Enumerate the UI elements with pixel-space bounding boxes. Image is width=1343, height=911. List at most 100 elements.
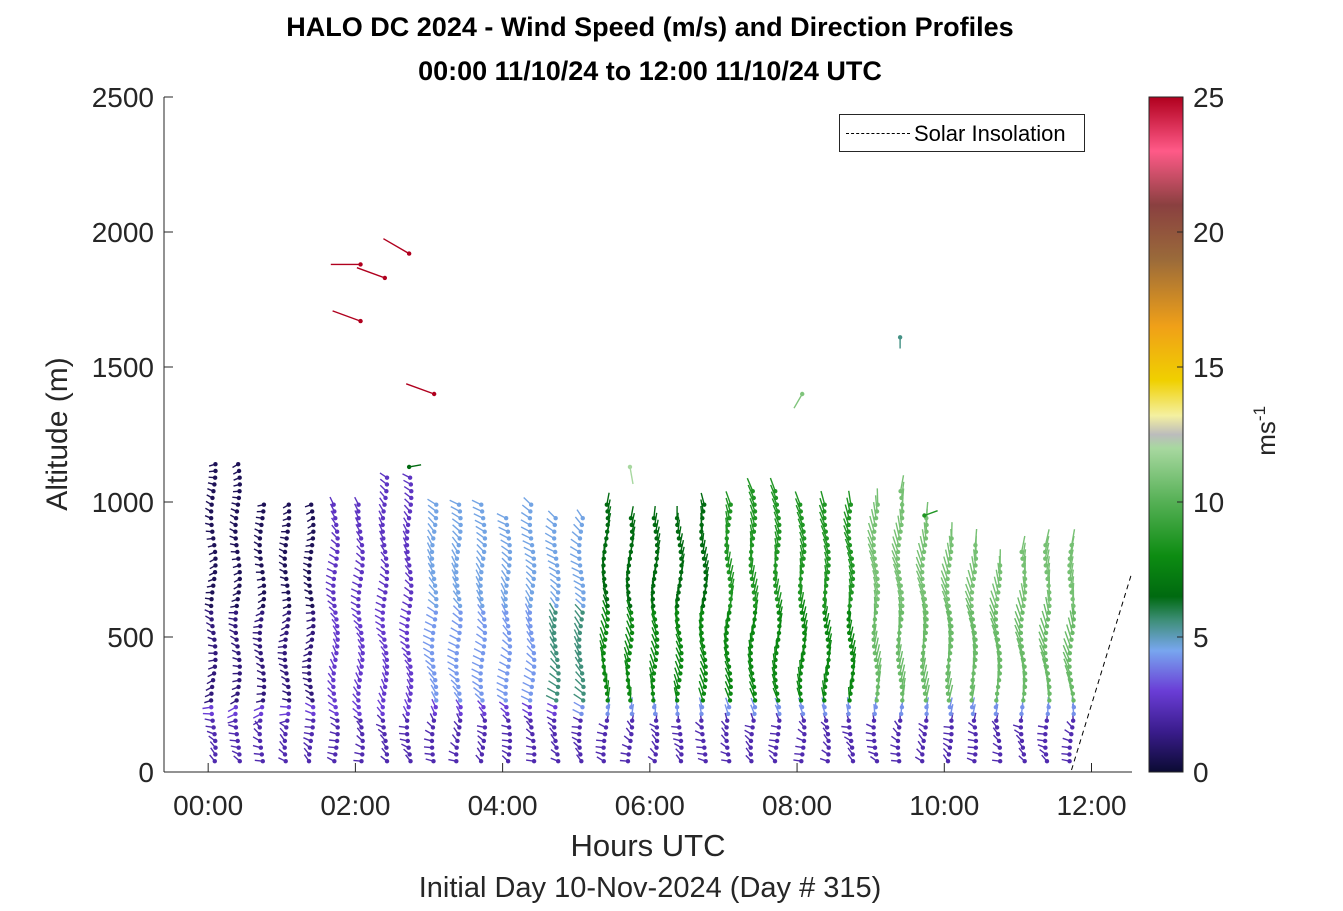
wind-barb-dot — [748, 657, 753, 663]
wind-barb-dot — [701, 738, 706, 744]
wind-barb — [649, 660, 655, 674]
wind-barb-dot — [1069, 543, 1074, 548]
wind-barb-dot — [382, 732, 387, 737]
wind-barb-dot — [332, 664, 337, 669]
wind-barb-dot — [629, 637, 634, 642]
wind-barb-dot — [699, 624, 704, 629]
wind-barb-dot — [555, 570, 561, 575]
wind-barb-dot — [727, 603, 733, 609]
wind-barb — [873, 583, 879, 600]
wind-barb-dot — [875, 671, 880, 676]
wind-barb-dot — [850, 664, 856, 669]
wind-barb-dot — [1043, 556, 1048, 561]
y-tick-label: 1000 — [92, 487, 154, 518]
wind-barb-dot — [703, 671, 708, 676]
wind-barb — [940, 577, 948, 593]
wind-barb-dot — [703, 576, 708, 582]
wind-barb-dot — [724, 543, 729, 548]
wind-barb-dot — [333, 705, 338, 710]
wind-barb-dot — [775, 698, 781, 703]
wind-barb-dot — [503, 698, 508, 703]
wind-barb-dot — [479, 664, 484, 669]
wind-barb-dot — [772, 759, 778, 764]
wind-barb-dot — [1022, 759, 1027, 764]
wind-barb-dot — [381, 691, 387, 696]
wind-barb-dot — [896, 657, 901, 663]
wind-barb-dot — [945, 671, 950, 676]
wind-barb — [899, 475, 905, 492]
wind-barb-dot — [800, 752, 805, 757]
wind-barb-dot — [531, 651, 537, 656]
wind-barb-dot — [994, 630, 1000, 636]
wind-barb-dot — [213, 752, 218, 757]
wind-barb-dot — [405, 644, 410, 649]
wind-barb-dot — [1018, 718, 1024, 723]
wind-barb-dot — [628, 610, 634, 615]
wind-barb-dot — [335, 536, 340, 541]
wind-barb-dot — [875, 684, 881, 690]
wind-barb-dot — [825, 664, 831, 669]
wind-barb-dot — [601, 738, 607, 744]
wind-barb — [1014, 631, 1023, 647]
wind-barb-dot — [455, 583, 460, 588]
wind-barb-dot — [531, 738, 536, 744]
wind-barb-dot — [311, 529, 316, 534]
wind-barb-dot — [1044, 570, 1049, 575]
wind-barb-dot — [383, 495, 388, 501]
wind-barb-dot — [922, 732, 927, 737]
wind-barb-dot — [454, 759, 459, 764]
wind-barb-dot — [209, 705, 214, 710]
wind-barb-dot — [212, 475, 218, 480]
wind-barb-dot — [604, 684, 609, 690]
wind-barb-dot — [233, 536, 238, 541]
wind-barb-dot — [382, 502, 387, 507]
wind-barb-dot — [725, 529, 730, 534]
plot-area — [164, 97, 1132, 772]
wind-barb-dot — [581, 684, 586, 690]
wind-barb-dot — [530, 732, 535, 737]
wind-barb-dot — [433, 516, 439, 521]
wind-barb-dot — [601, 651, 606, 656]
wind-barb-dot — [1043, 563, 1048, 568]
wind-barb-dot — [210, 495, 215, 501]
wind-barb-dot — [237, 657, 242, 663]
wind-barb-dot — [1067, 745, 1072, 750]
wind-barb-dot — [605, 698, 610, 703]
wind-barb — [1069, 562, 1074, 580]
wind-barb-dot — [920, 752, 925, 757]
wind-barb-dot — [850, 563, 855, 568]
wind-barb-dot — [408, 671, 414, 676]
wind-barb — [898, 650, 904, 667]
wind-barb-dot — [507, 644, 513, 649]
wind-barb-dot — [748, 563, 753, 568]
wind-barb — [989, 611, 997, 627]
wind-barb-dot — [748, 644, 754, 649]
wind-barb-dot — [629, 543, 634, 548]
wind-barb-dot — [847, 698, 852, 703]
wind-barb-dot — [776, 637, 781, 642]
wind-barb-dot — [920, 657, 925, 663]
wind-barb-dot — [678, 549, 683, 555]
wind-barb — [901, 671, 906, 688]
wind-barb-dot — [848, 691, 853, 696]
isolated-wind-barb-dot — [800, 391, 805, 397]
wind-barb-dot — [601, 745, 606, 750]
wind-barb-dot — [406, 745, 411, 750]
wind-barb-dot — [949, 725, 954, 730]
wind-barb-dot — [775, 644, 780, 649]
wind-barb-dot — [1069, 590, 1074, 595]
wind-barb-dot — [555, 752, 560, 757]
wind-barb-dot — [504, 522, 510, 528]
wind-barb — [1046, 562, 1051, 580]
wind-barb-dot — [969, 590, 975, 595]
wind-barb-dot — [235, 549, 240, 555]
wind-barbs — [202, 238, 1077, 764]
wind-barb-dot — [454, 563, 459, 568]
wind-barb-dot — [701, 509, 706, 514]
wind-barb — [851, 639, 856, 654]
wind-barb — [891, 543, 899, 559]
wind-barb-dot — [626, 590, 631, 595]
wind-barb-dot — [384, 570, 390, 575]
wind-barb-dot — [1019, 549, 1024, 555]
wind-barb-dot — [972, 570, 977, 575]
